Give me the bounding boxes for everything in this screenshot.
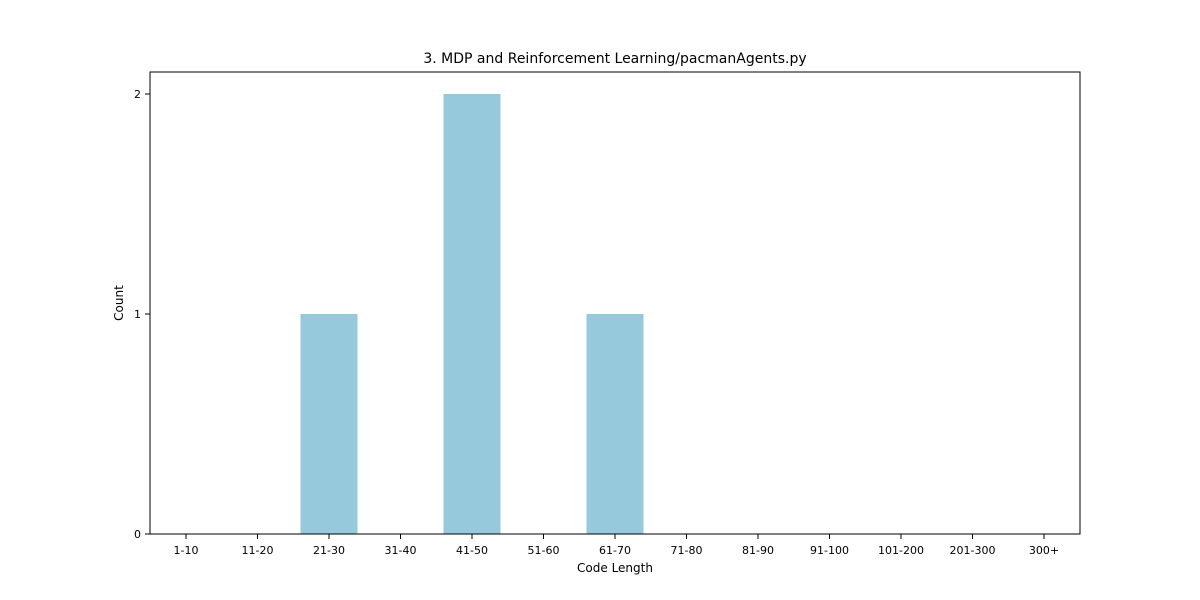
y-axis-label: Count: [112, 285, 126, 321]
chart-title: 3. MDP and Reinforcement Learning/pacman…: [423, 51, 806, 67]
x-tick-label: 21-30: [313, 544, 345, 557]
x-tick-label: 31-40: [385, 544, 417, 557]
y-tick-label: 1: [134, 308, 141, 321]
x-tick-label: 91-100: [810, 544, 849, 557]
y-tick-label: 2: [134, 88, 141, 101]
x-tick-label: 71-80: [671, 544, 703, 557]
x-tick-label: 1-10: [174, 544, 199, 557]
bar-61-70: [586, 314, 644, 534]
x-tick-label: 51-60: [528, 544, 560, 557]
y-tick-label: 0: [134, 528, 141, 541]
bar-21-30: [300, 314, 358, 534]
x-axis: 1-10 11-20 21-30 31-40 41-50 51-60 61-70 71-80 8…: [174, 534, 1059, 557]
bars-group: [300, 94, 644, 534]
x-tick-label: 101-200: [878, 544, 924, 557]
x-tick-label: 300+: [1029, 544, 1059, 557]
x-tick-label: 201-300: [950, 544, 996, 557]
x-tick-label: 81-90: [742, 544, 774, 557]
bar-41-50: [443, 94, 501, 534]
x-tick-label: 11-20: [242, 544, 274, 557]
y-axis: 0 1 2: [134, 88, 150, 541]
x-tick-label: 61-70: [599, 544, 631, 557]
x-axis-label: Code Length: [577, 561, 653, 575]
x-tick-label: 41-50: [456, 544, 488, 557]
